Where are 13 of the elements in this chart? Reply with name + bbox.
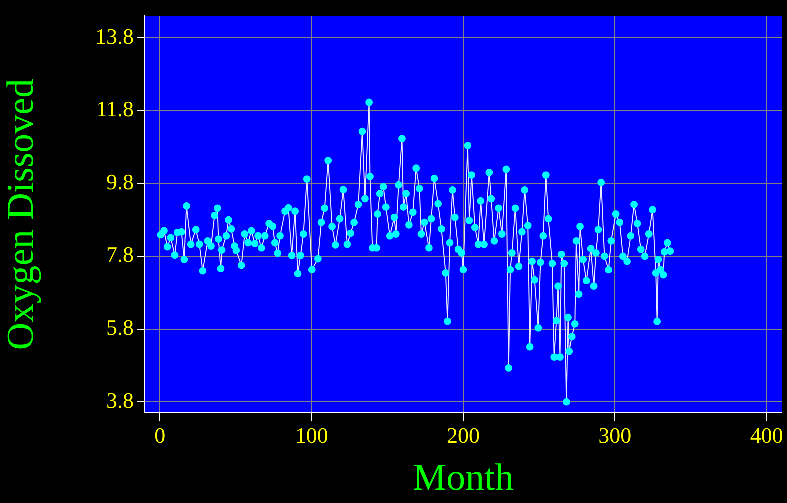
y-tick-label: 13.8 [96, 24, 134, 49]
y-tick-label: 3.8 [106, 388, 134, 413]
y-axis-title: Oxygen Dissoved [0, 78, 42, 350]
y-tick-label: 11.8 [96, 96, 134, 122]
x-tick-label: 0 [154, 422, 166, 448]
x-tick-label: 400 [750, 422, 784, 448]
x-tick-label: 100 [295, 422, 328, 448]
x-tick-label: 300 [598, 422, 632, 448]
x-tick-label: 200 [447, 422, 480, 448]
x-axis-title: Month [412, 457, 514, 500]
y-tick-label: 5.8 [106, 315, 134, 340]
y-tick-label: 9.8 [106, 169, 134, 194]
y-tick-label: 7.8 [106, 242, 134, 268]
